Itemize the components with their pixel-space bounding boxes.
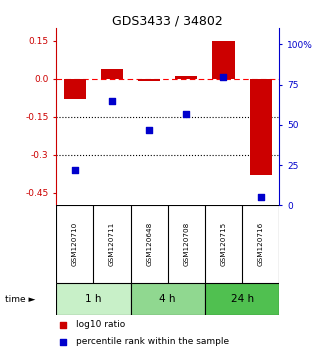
Bar <box>101 69 123 79</box>
Text: 4 h: 4 h <box>160 294 176 304</box>
Text: GSM120710: GSM120710 <box>72 222 78 266</box>
Text: 1 h: 1 h <box>85 294 102 304</box>
Bar <box>64 79 86 99</box>
Bar <box>56 283 131 315</box>
Text: GSM120648: GSM120648 <box>146 222 152 266</box>
Text: GSM120715: GSM120715 <box>221 222 227 266</box>
Text: GSM120708: GSM120708 <box>183 222 189 266</box>
Text: percentile rank within the sample: percentile rank within the sample <box>76 337 230 346</box>
Bar <box>131 283 205 315</box>
Text: 24 h: 24 h <box>230 294 254 304</box>
Point <box>60 339 65 344</box>
Point <box>184 111 189 116</box>
Bar <box>213 41 235 79</box>
Title: GDS3433 / 34802: GDS3433 / 34802 <box>112 14 223 27</box>
Point <box>258 194 263 200</box>
Bar <box>175 76 197 79</box>
Text: time ►: time ► <box>5 295 35 304</box>
Point <box>109 98 115 104</box>
Point <box>221 74 226 79</box>
Bar <box>138 79 160 81</box>
Point <box>60 322 65 328</box>
Text: GSM120711: GSM120711 <box>109 222 115 266</box>
Text: log10 ratio: log10 ratio <box>76 320 126 330</box>
Point <box>72 167 77 173</box>
Bar <box>249 79 272 175</box>
Bar <box>205 283 279 315</box>
Point <box>147 127 152 132</box>
Text: GSM120716: GSM120716 <box>258 222 264 266</box>
